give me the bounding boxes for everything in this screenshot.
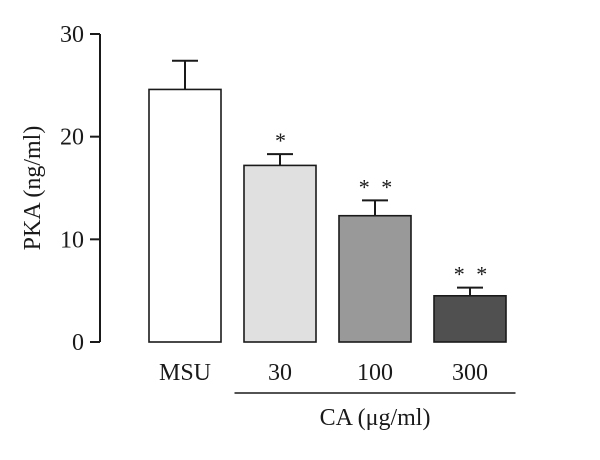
y-axis-title: PKA (ng/ml) xyxy=(20,126,46,251)
group-label: CA (μg/ml) xyxy=(320,405,431,431)
x-category-label: 300 xyxy=(452,360,488,386)
bars-layer xyxy=(148,88,507,343)
y-tick-label: 10 xyxy=(60,227,84,253)
axes-layer xyxy=(90,33,516,394)
bar xyxy=(338,214,412,343)
significance-marker: * xyxy=(275,128,289,153)
bar xyxy=(243,164,317,343)
y-tick-label: 30 xyxy=(60,22,84,48)
significance-marker: * * xyxy=(454,262,491,287)
error-bars-layer xyxy=(172,59,483,296)
x-category-label: 30 xyxy=(268,360,292,386)
y-tick-label: 20 xyxy=(60,125,84,151)
bar xyxy=(148,88,222,343)
x-category-label: MSU xyxy=(159,360,211,386)
significance-marker: * * xyxy=(359,174,396,199)
y-tick-label: 0 xyxy=(72,330,84,356)
labels-layer: PKA (ng/ml) CA (μg/ml) 0 10 20 30 MSU 30 * 100 *… xyxy=(20,22,491,431)
bar xyxy=(433,294,507,343)
x-category-label: 100 xyxy=(357,360,393,386)
